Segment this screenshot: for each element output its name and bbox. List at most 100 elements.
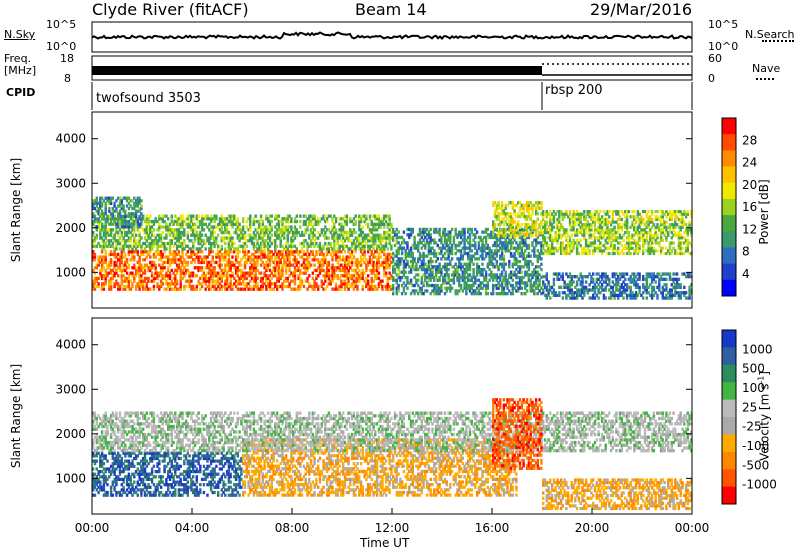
heat-cell <box>179 255 182 259</box>
heat-cell <box>220 239 223 243</box>
heat-cell <box>142 228 145 232</box>
heat-cell <box>286 284 289 289</box>
heat-cell <box>125 260 129 265</box>
heat-cell <box>140 222 143 226</box>
heat-cell <box>177 219 181 224</box>
heat-cell <box>131 228 134 232</box>
heat-cell <box>227 239 231 243</box>
heat-cell <box>118 255 122 259</box>
heat-cell <box>199 241 202 246</box>
heat-cell <box>259 244 263 248</box>
heat-cell <box>365 284 368 289</box>
heat-cell <box>122 244 125 248</box>
heat-cell <box>327 268 331 273</box>
heat-cell <box>308 284 311 289</box>
heat-cell <box>259 230 263 235</box>
heat-cell <box>283 247 286 251</box>
heat-cell <box>252 258 256 262</box>
heat-cell <box>131 212 134 216</box>
heat-cell <box>399 246 402 250</box>
heat-cell <box>367 239 370 243</box>
heat-cell <box>263 263 266 267</box>
heat-cell <box>183 260 186 265</box>
heat-cell <box>172 230 175 235</box>
heat-cell <box>272 268 275 273</box>
heat-cell <box>311 230 314 235</box>
heat-cell <box>284 279 288 283</box>
heat-cell <box>288 266 291 270</box>
heat-cell <box>192 217 195 221</box>
heat-cell <box>165 279 168 283</box>
heat-cell <box>131 233 134 237</box>
heat-cell <box>229 276 232 281</box>
heat-cell <box>386 279 389 283</box>
heat-cell <box>379 282 382 286</box>
heat-cell <box>336 241 339 246</box>
heat-cell <box>340 250 343 254</box>
heat-cell <box>242 271 245 275</box>
heat-cell <box>349 247 352 251</box>
heat-cell <box>131 266 134 270</box>
heat-cell <box>358 219 361 224</box>
heat-cell <box>333 250 336 254</box>
heat-cell <box>140 250 143 254</box>
heat-cell <box>252 279 256 283</box>
heat-cell <box>388 276 391 281</box>
heat-cell <box>170 279 173 283</box>
heat-cell <box>325 268 329 273</box>
heat-cell <box>213 279 216 283</box>
heat-cell <box>350 263 354 267</box>
heat-cell <box>152 219 156 224</box>
heat-cell <box>263 250 266 254</box>
heat-cell <box>252 236 256 240</box>
heat-cell <box>127 239 131 243</box>
heat-cell <box>400 241 404 245</box>
heat-cell <box>527 243 531 248</box>
heat-cell <box>142 241 145 246</box>
heat-cell <box>311 236 314 240</box>
heat-cell <box>97 207 100 211</box>
heat-cell <box>345 258 348 262</box>
heat-cell <box>211 258 214 262</box>
heat-cell <box>324 219 327 224</box>
heat-cell <box>324 271 327 275</box>
heat-cell <box>192 214 195 218</box>
heat-cell <box>243 230 247 235</box>
heat-cell <box>111 209 114 213</box>
heat-cell <box>370 228 373 232</box>
heat-cell <box>159 217 163 221</box>
heat-cell <box>325 263 329 267</box>
heat-cell <box>193 287 197 291</box>
heat-cell <box>224 282 227 286</box>
heat-cell <box>188 255 191 259</box>
heat-cell <box>386 222 389 226</box>
heat-cell <box>317 274 320 278</box>
heat-cell <box>329 282 332 286</box>
heat-cell <box>115 252 118 257</box>
heat-cell <box>97 263 100 267</box>
heat-cell <box>218 250 222 254</box>
heat-cell <box>99 219 102 224</box>
heat-cell <box>284 250 288 254</box>
heat-cell <box>145 219 148 224</box>
heat-cell <box>109 252 113 257</box>
heat-cell <box>111 214 114 218</box>
heat-cell <box>149 260 152 265</box>
heat-cell <box>231 250 234 254</box>
heat-cell <box>308 244 311 248</box>
heat-cell <box>133 204 136 208</box>
heat-cell <box>236 268 239 273</box>
heat-cell <box>350 241 354 246</box>
heat-cell <box>117 287 120 291</box>
heat-cell <box>406 243 409 248</box>
heat-cell <box>375 236 379 240</box>
heat-cell <box>274 263 277 267</box>
heat-cell <box>370 222 373 226</box>
heat-cell <box>200 282 204 286</box>
heat-cell <box>108 228 111 232</box>
heat-cell <box>268 239 272 243</box>
heat-cell <box>267 228 270 232</box>
heat-cell <box>381 219 384 224</box>
heat-cell <box>140 276 143 281</box>
heat-cell <box>109 214 113 218</box>
